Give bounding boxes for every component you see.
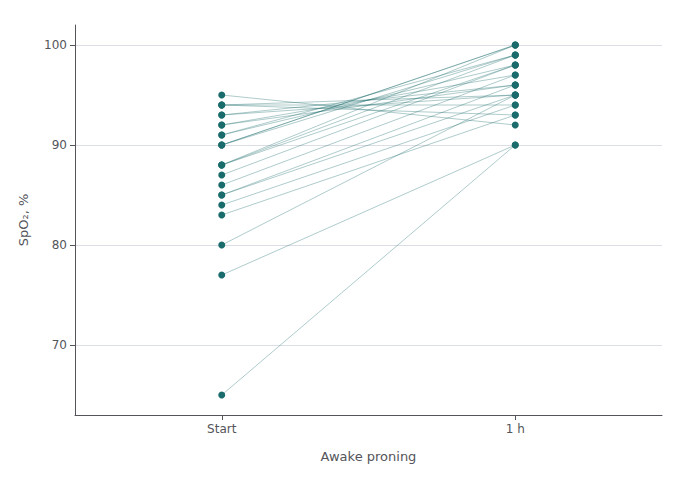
svg-text:70: 70	[52, 338, 67, 352]
svg-text:Awake proning: Awake proning	[321, 449, 417, 464]
svg-text:1 h: 1 h	[506, 422, 525, 436]
svg-text:80: 80	[52, 238, 67, 252]
svg-text:90: 90	[52, 138, 67, 152]
svg-text:Start: Start	[207, 422, 237, 436]
svg-text:100: 100	[44, 38, 67, 52]
svg-text:SpO₂, %: SpO₂, %	[16, 194, 31, 247]
